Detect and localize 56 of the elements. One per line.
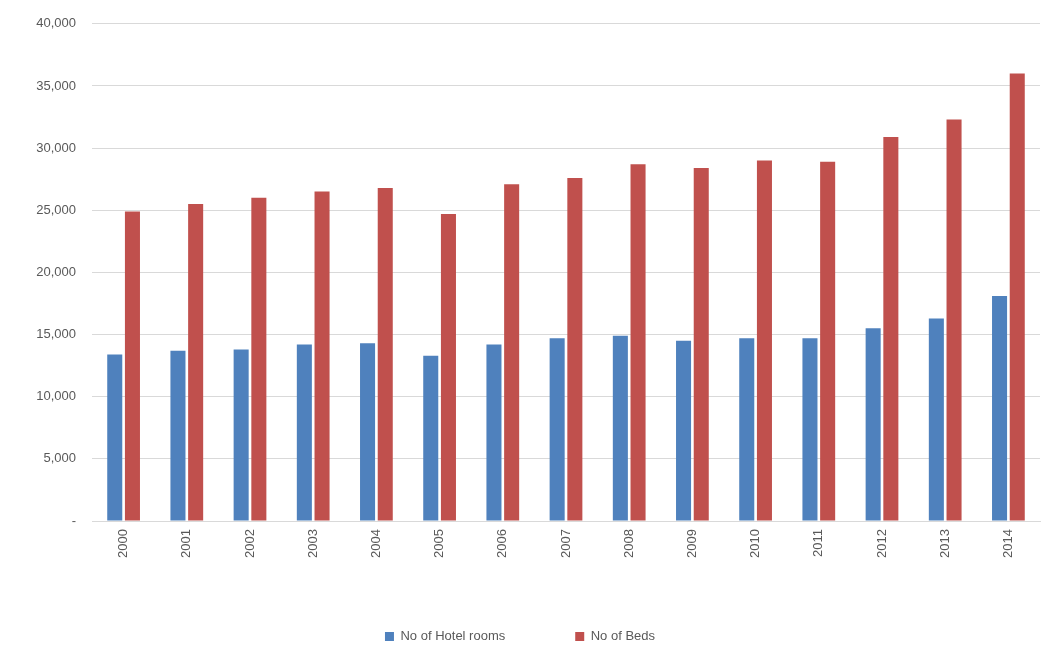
x-tick-label: 2009: [683, 529, 699, 558]
bar: [1009, 73, 1025, 521]
bar: [820, 161, 836, 521]
x-tick-label: 2010: [747, 529, 763, 558]
bar: [630, 164, 646, 521]
x-tick-label: 2006: [494, 529, 510, 558]
x-tick-label: 2008: [620, 529, 636, 558]
y-tick-label: 40,000: [36, 15, 76, 31]
bar: [486, 344, 502, 521]
bar: [188, 204, 204, 521]
bar: [423, 355, 439, 521]
bar: [676, 340, 692, 521]
bar: [296, 344, 312, 521]
y-tick-label: 25,000: [36, 201, 76, 217]
legend-label: No of Hotel rooms: [400, 628, 506, 644]
x-tick-label: 2014: [999, 529, 1015, 558]
x-tick-label: 2013: [936, 529, 952, 558]
bar: [883, 136, 899, 521]
bar: [802, 338, 818, 521]
bar: [170, 350, 186, 521]
x-tick-label: 2003: [304, 529, 320, 558]
bar: [739, 338, 755, 521]
x-tick-label: 2001: [178, 529, 194, 558]
bar: [693, 167, 709, 521]
bar: [251, 197, 267, 521]
bar: [233, 349, 249, 521]
legend-label: No of Beds: [590, 628, 656, 644]
bar: [314, 191, 330, 521]
y-tick-label: 5,000: [43, 450, 76, 466]
x-tick-label: 2002: [241, 529, 257, 558]
bar: [567, 177, 583, 521]
x-tick-label: 2012: [873, 529, 889, 558]
bar: [124, 211, 140, 521]
bar: [107, 354, 123, 521]
y-tick-label: 15,000: [36, 326, 76, 342]
bar: [549, 338, 565, 521]
x-tick-label: 2005: [431, 529, 447, 558]
y-tick-label: 10,000: [36, 388, 76, 404]
bar: [360, 343, 376, 521]
bar: [756, 160, 772, 521]
bar: [865, 328, 881, 521]
bar: [377, 187, 393, 521]
bar: [504, 184, 520, 521]
x-tick-label: 2007: [557, 529, 573, 558]
y-tick-label: 20,000: [36, 263, 76, 279]
x-tick-label: 2011: [810, 529, 826, 557]
y-tick-label: 35,000: [36, 77, 76, 93]
bar: [440, 213, 456, 521]
y-tick-label: 30,000: [36, 139, 76, 155]
bar: [992, 296, 1008, 521]
bar: [928, 318, 944, 521]
bar: [612, 335, 628, 521]
x-tick-label: 2004: [367, 529, 383, 558]
x-tick-label: 2000: [115, 529, 131, 558]
y-tick-label: -: [71, 512, 76, 528]
bar: [946, 119, 962, 521]
